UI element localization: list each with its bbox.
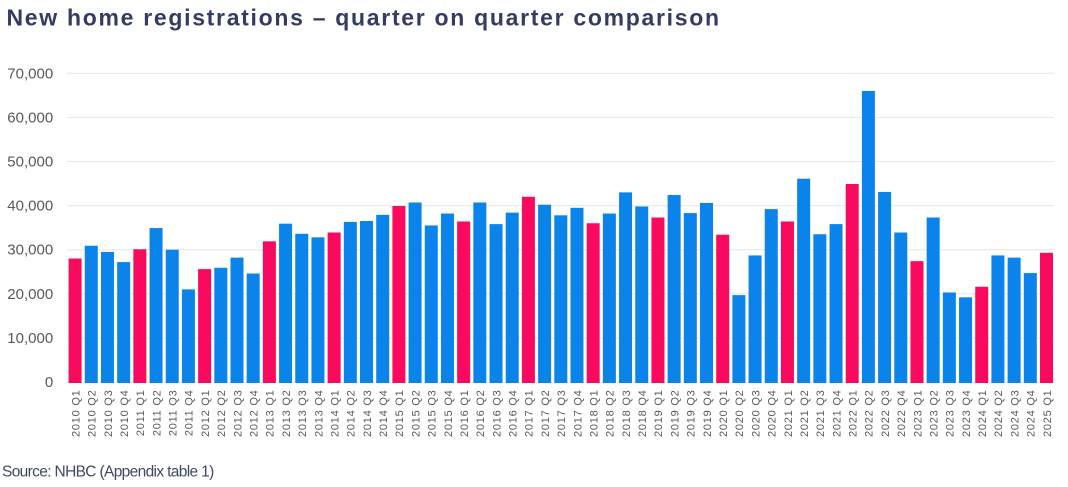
svg-text:2024 Q2: 2024 Q2 [993, 390, 1005, 437]
svg-text:2018 Q3: 2018 Q3 [621, 390, 633, 437]
svg-text:2020 Q3: 2020 Q3 [750, 390, 762, 437]
svg-text:2015 Q2: 2015 Q2 [410, 390, 422, 437]
svg-text:2015 Q4: 2015 Q4 [443, 390, 455, 437]
svg-text:2023 Q4: 2023 Q4 [961, 390, 973, 437]
svg-text:2014 Q2: 2014 Q2 [346, 390, 358, 437]
svg-text:2023 Q1: 2023 Q1 [912, 390, 924, 437]
svg-text:0: 0 [45, 374, 53, 391]
svg-text:Source: NHBC (Appendix table 1: Source: NHBC (Appendix table 1) [2, 464, 214, 481]
svg-text:2019 Q4: 2019 Q4 [702, 390, 714, 437]
svg-text:2013 Q1: 2013 Q1 [265, 390, 277, 437]
svg-text:2016 Q4: 2016 Q4 [508, 390, 520, 437]
svg-text:2012 Q1: 2012 Q1 [200, 390, 212, 437]
svg-text:2020 Q2: 2020 Q2 [734, 390, 746, 437]
svg-text:2021 Q2: 2021 Q2 [799, 390, 811, 437]
svg-text:2012 Q2: 2012 Q2 [216, 390, 228, 437]
svg-text:2010 Q3: 2010 Q3 [103, 390, 115, 437]
svg-text:30,000: 30,000 [7, 242, 53, 259]
svg-text:2017 Q2: 2017 Q2 [540, 390, 552, 437]
svg-text:2019 Q1: 2019 Q1 [653, 390, 665, 437]
svg-text:70,000: 70,000 [7, 65, 53, 82]
svg-text:2023 Q3: 2023 Q3 [945, 390, 957, 437]
svg-text:2012 Q3: 2012 Q3 [232, 390, 244, 437]
svg-text:10,000: 10,000 [7, 330, 53, 347]
svg-text:2011 Q2: 2011 Q2 [151, 390, 163, 437]
svg-text:2013 Q2: 2013 Q2 [281, 390, 293, 437]
svg-text:2011 Q1: 2011 Q1 [135, 390, 147, 437]
svg-text:2010 Q1: 2010 Q1 [70, 390, 82, 437]
svg-text:2015 Q1: 2015 Q1 [394, 390, 406, 437]
svg-text:2021 Q3: 2021 Q3 [815, 390, 827, 437]
svg-text:2025 Q1: 2025 Q1 [1042, 390, 1054, 437]
svg-text:20,000: 20,000 [7, 286, 53, 303]
svg-text:2021 Q1: 2021 Q1 [783, 390, 795, 437]
svg-text:2024 Q3: 2024 Q3 [1009, 389, 1021, 436]
svg-text:2018 Q2: 2018 Q2 [605, 390, 617, 437]
svg-text:2012 Q4: 2012 Q4 [248, 390, 260, 437]
svg-text:60,000: 60,000 [7, 109, 53, 126]
svg-text:2016 Q3: 2016 Q3 [491, 389, 503, 436]
svg-text:2022 Q2: 2022 Q2 [864, 390, 876, 437]
svg-text:2020 Q4: 2020 Q4 [767, 390, 779, 437]
svg-text:2020 Q1: 2020 Q1 [718, 390, 730, 437]
svg-text:2022 Q1: 2022 Q1 [848, 390, 860, 437]
svg-text:2019 Q2: 2019 Q2 [669, 390, 681, 437]
svg-text:2011 Q3: 2011 Q3 [168, 390, 180, 437]
svg-text:2018 Q4: 2018 Q4 [637, 390, 649, 437]
svg-text:2014 Q1: 2014 Q1 [329, 390, 341, 437]
svg-text:2014 Q4: 2014 Q4 [378, 390, 390, 437]
svg-text:2018 Q1: 2018 Q1 [588, 390, 600, 437]
svg-text:2016 Q2: 2016 Q2 [475, 390, 487, 437]
svg-text:2015 Q3: 2015 Q3 [427, 390, 439, 437]
svg-text:2013 Q4: 2013 Q4 [313, 390, 325, 437]
svg-text:2019 Q3: 2019 Q3 [686, 390, 698, 437]
svg-text:2023 Q2: 2023 Q2 [928, 390, 940, 437]
svg-text:2021 Q4: 2021 Q4 [831, 390, 843, 437]
svg-text:2013 Q3: 2013 Q3 [297, 390, 309, 437]
svg-text:2017 Q4: 2017 Q4 [572, 390, 584, 437]
svg-text:2024 Q1: 2024 Q1 [977, 390, 989, 437]
svg-text:2014 Q3: 2014 Q3 [362, 390, 374, 437]
svg-text:2022 Q3: 2022 Q3 [880, 390, 892, 437]
svg-text:2010 Q4: 2010 Q4 [119, 390, 131, 437]
svg-text:2017 Q3: 2017 Q3 [556, 390, 568, 437]
svg-text:2010 Q2: 2010 Q2 [87, 390, 99, 437]
svg-text:2017 Q1: 2017 Q1 [524, 390, 536, 437]
svg-text:2016 Q1: 2016 Q1 [459, 389, 471, 436]
svg-text:40,000: 40,000 [7, 198, 53, 215]
svg-text:2024 Q4: 2024 Q4 [1026, 390, 1038, 437]
svg-text:50,000: 50,000 [7, 154, 53, 171]
svg-text:New home registrations – quart: New home registrations – quarter on quar… [7, 5, 721, 31]
svg-text:2022 Q4: 2022 Q4 [896, 390, 908, 437]
svg-text:2011 Q4: 2011 Q4 [184, 390, 196, 437]
